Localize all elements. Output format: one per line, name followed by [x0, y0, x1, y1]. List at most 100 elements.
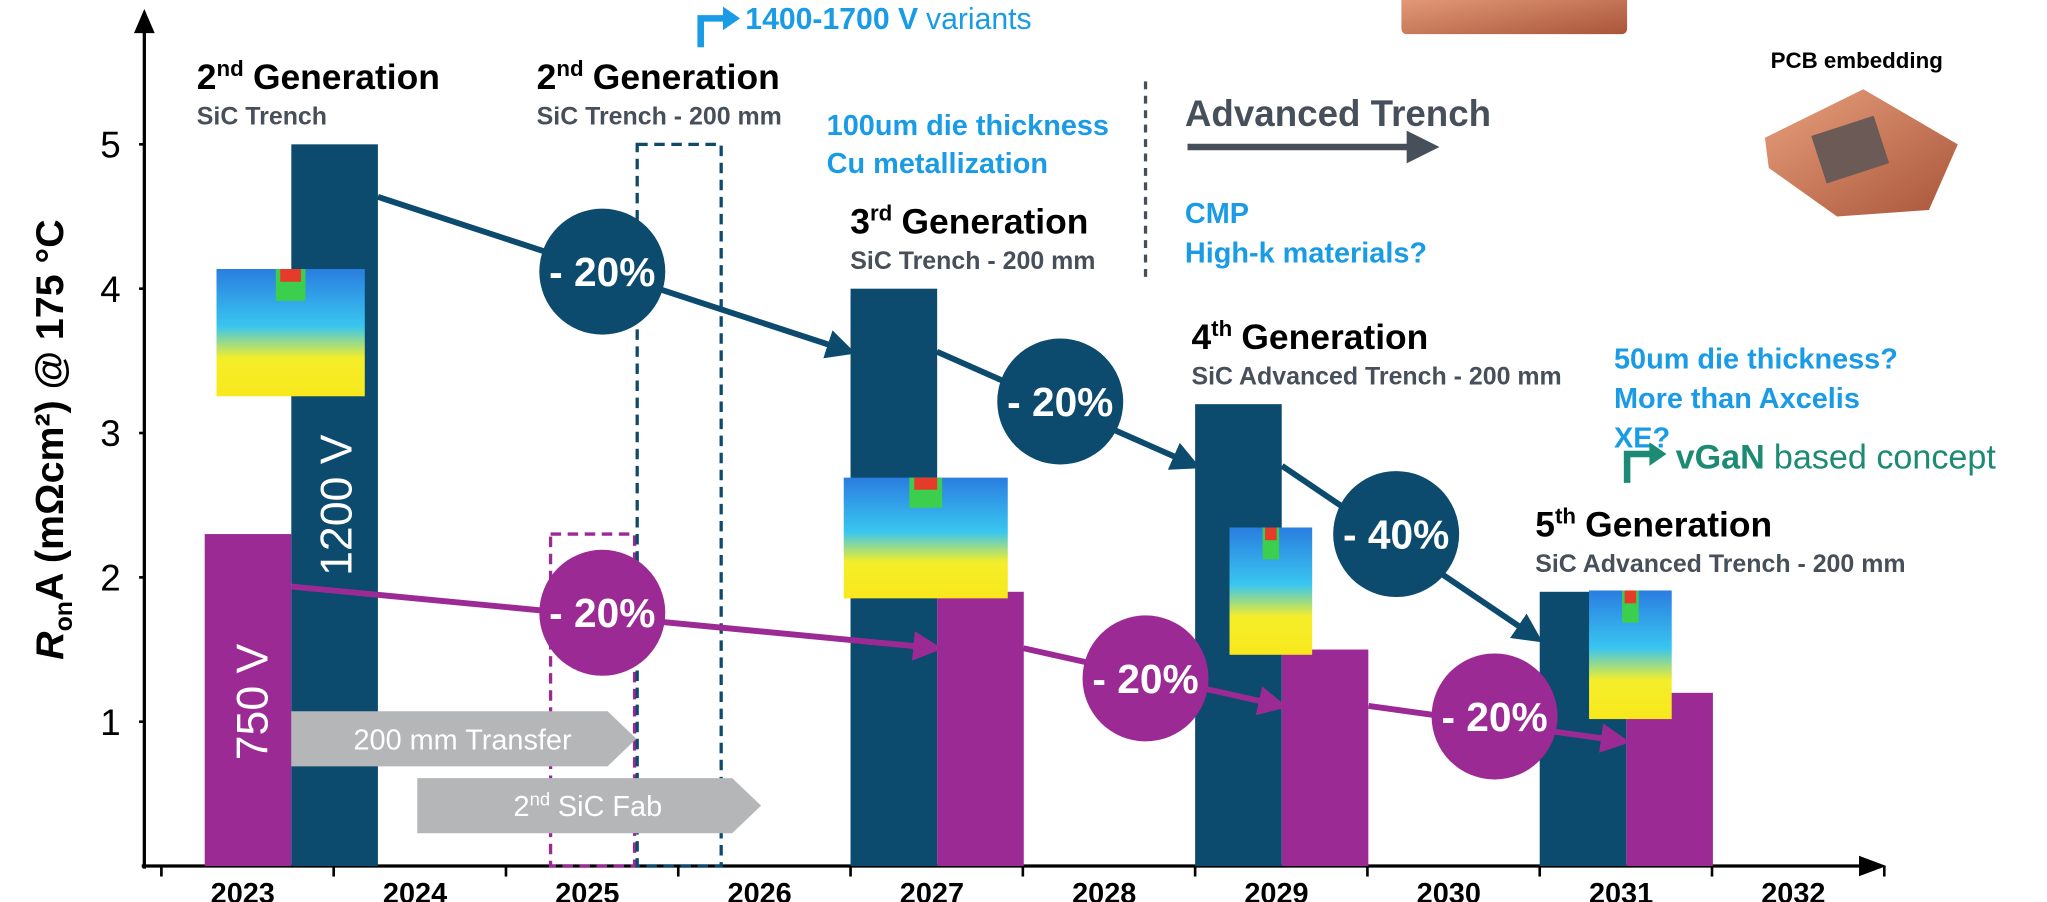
generation-title: 3rd Generation [850, 200, 1088, 241]
generation-title-part: Generation [1585, 505, 1772, 545]
generation-title-part: Generation [593, 57, 780, 97]
gan-text-part: based concept [1774, 438, 1996, 476]
reduction-circle [539, 208, 666, 335]
x-tick-label: 2024 [383, 878, 447, 902]
generation-detail: SiC Advanced Trench - 200 mm [1191, 362, 1561, 390]
transfer-label-part: 2 [514, 791, 530, 823]
projected-bar [548, 532, 637, 868]
reduction-circle [1333, 471, 1460, 598]
bar [937, 591, 1024, 867]
generation-title-part: Generation [253, 57, 440, 97]
note: CMP [1185, 198, 1249, 230]
generation-detail: SiC Trench - 200 mm [537, 103, 782, 131]
reduction-circle [1082, 615, 1209, 742]
x-tick-label: 2025 [555, 878, 619, 902]
variants-icon [697, 15, 725, 48]
x-tick-label: 2031 [1589, 878, 1653, 902]
generation-title-part: 2 [537, 57, 557, 97]
transfer-label-part: 200 mm Transfer [353, 724, 572, 756]
gan-icon-head [1649, 442, 1667, 466]
y-axis-label-part: A (mΩcm²) @ 175 °C [28, 219, 72, 601]
y-axis-label-part: R [28, 631, 72, 660]
generation-title-part: 4 [1191, 317, 1211, 357]
top-image [1401, 0, 1628, 35]
x-tick-label: 2030 [1417, 878, 1481, 902]
reduction-circle [539, 549, 666, 676]
die-image [843, 477, 1008, 599]
advanced-title: Advanced Trench [1185, 93, 1491, 134]
generation-title-part: 5 [1535, 505, 1555, 545]
die-contact [914, 477, 938, 490]
reduction-label: - 20% [549, 590, 655, 636]
y-tick-label: 5 [100, 124, 120, 165]
note: XE? [1614, 422, 1670, 454]
reduction-label: - 20% [1441, 694, 1547, 740]
reduction-circle [1431, 653, 1558, 780]
transfer-label-part: nd [530, 789, 550, 810]
generation-title: 4th Generation [1191, 316, 1428, 357]
generation-title: 2nd Generation [197, 56, 440, 97]
note: Cu metallization [827, 148, 1048, 180]
generation-title: 5th Generation [1535, 504, 1772, 545]
generation-title-part: Generation [901, 202, 1088, 242]
variants-text-part: variants [926, 3, 1032, 36]
gan-icon [1623, 450, 1651, 483]
die-image [216, 269, 365, 397]
die-contact [1624, 590, 1637, 604]
gan-text: vGaN based concept [1676, 438, 1997, 476]
transfer-arrow [291, 711, 637, 767]
transfer-arrow [417, 778, 762, 834]
transfer-label: 200 mm Transfer [353, 724, 572, 756]
x-tick-label: 2027 [900, 878, 964, 902]
generation-title-part: Generation [1241, 317, 1428, 357]
y-axis-label: RonA (mΩcm²) @ 175 °C [28, 219, 78, 660]
y-tick-label: 2 [100, 557, 120, 598]
bar [204, 534, 292, 867]
variants-text-part: 1400-1700 V [745, 3, 918, 36]
note: More than Axcelis [1614, 383, 1860, 415]
generation-title-part: 2 [197, 57, 217, 97]
x-tick-label: 2028 [1072, 878, 1136, 902]
generation-title-part: 3 [850, 202, 870, 242]
gan-text-part: vGaN [1676, 438, 1765, 476]
reduction-label: - 20% [1092, 656, 1198, 702]
generation-title-part: th [1555, 504, 1576, 529]
bar [1281, 649, 1369, 867]
generation-detail: SiC Trench - 200 mm [850, 247, 1095, 275]
note: 100um die thickness [827, 110, 1109, 142]
x-tick-label: 2026 [728, 878, 792, 902]
generation-title-part: th [1211, 316, 1232, 341]
projected-bar [635, 142, 723, 868]
generation-title-part: nd [217, 56, 244, 81]
series-label: 750 V [229, 643, 278, 760]
y-tick-label: 4 [100, 269, 120, 310]
reduction-circle [997, 338, 1124, 465]
series-label: 1200 V [313, 434, 362, 576]
generation-detail: SiC Trench [197, 103, 327, 131]
variants-icon-head [723, 6, 741, 31]
generation-detail: SiC Advanced Trench - 200 mm [1535, 550, 1905, 578]
note: High-k materials? [1185, 237, 1427, 269]
die-image [1229, 527, 1313, 655]
pcb-label: PCB embedding [1771, 48, 1943, 73]
pcb-image [1764, 89, 1958, 217]
note: 50um die thickness? [1614, 344, 1898, 376]
x-tick-label: 2023 [211, 878, 275, 902]
reduction-label: - 20% [549, 249, 655, 295]
bar [1626, 692, 1713, 867]
y-tick-label: 3 [100, 413, 120, 454]
generation-title-part: nd [556, 56, 583, 81]
die-contact [1265, 527, 1277, 541]
transfer-label-part: SiC Fab [558, 791, 662, 823]
die-contact [280, 269, 302, 282]
reduction-label: - 40% [1343, 511, 1449, 557]
reduction-label: - 20% [1007, 379, 1113, 425]
x-tick-label: 2029 [1244, 878, 1308, 902]
die-image [1589, 590, 1672, 720]
x-tick-label: 2032 [1761, 878, 1825, 902]
transfer-label: 2nd SiC Fab [514, 789, 663, 823]
y-tick-label: 1 [100, 702, 120, 743]
